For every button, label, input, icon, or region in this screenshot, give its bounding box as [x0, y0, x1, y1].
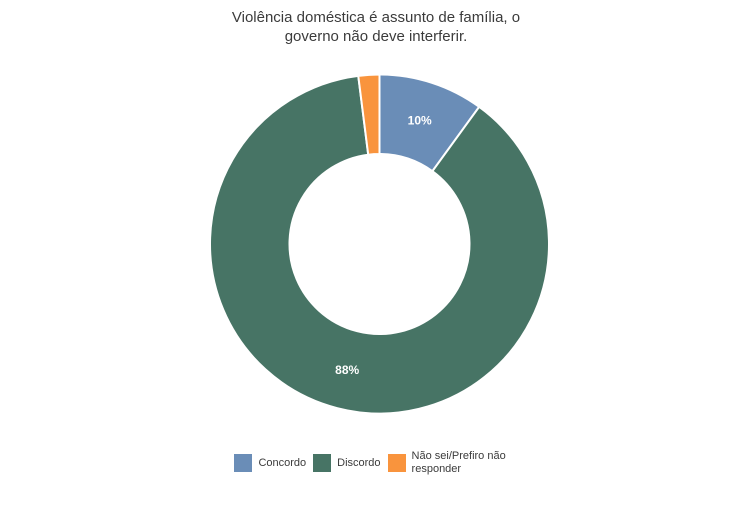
legend-swatch-concordo: [234, 454, 253, 472]
legend-label-nao-sei: Não sei/Prefiro não responder: [411, 450, 506, 475]
legend-swatch-nao-sei: [387, 454, 406, 472]
legend-item-concordo: Concordo: [234, 454, 306, 472]
legend-item-discordo: Discordo: [313, 454, 381, 472]
slice-percent-label: 88%: [335, 363, 359, 377]
legend-item-nao-sei: Não sei/Prefiro não responder: [387, 450, 518, 476]
pie-slice-discordo: [209, 74, 550, 415]
legend-swatch-discordo: [313, 454, 332, 472]
slice-percent-label: 10%: [408, 113, 432, 127]
chart-title: Violência doméstica é assunto de família…: [231, 9, 521, 45]
pie-slice-nao-sei-prefiro-nao-responder: [357, 73, 381, 156]
legend: Concordo Discordo Não sei/Prefiro não re…: [0, 450, 752, 476]
legend-label-discordo: Discordo: [337, 456, 381, 469]
legend-label-concordo: Concordo: [258, 456, 307, 469]
